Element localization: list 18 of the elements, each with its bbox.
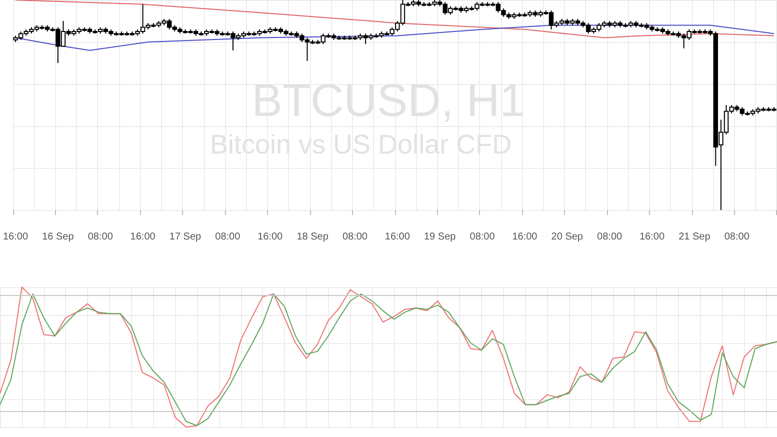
x-tick-label: 19 Sep bbox=[424, 232, 456, 242]
x-tick-label: 16:00 bbox=[512, 232, 538, 242]
x-tick-label: 08:00 bbox=[215, 232, 241, 242]
x-tick-label: 08:00 bbox=[342, 232, 368, 242]
x-tick-label: 16:00 bbox=[258, 232, 284, 242]
x-tick-label: 08:00 bbox=[597, 232, 623, 242]
x-tick-label: 20 Sep bbox=[551, 232, 584, 242]
x-tick-label: 08:00 bbox=[470, 232, 496, 242]
x-tick-label: 16:00 bbox=[384, 232, 410, 242]
x-tick-label: 16:00 bbox=[2, 232, 28, 242]
x-tick-label: 18 Sep bbox=[296, 232, 329, 242]
x-tick-label: 08:00 bbox=[88, 232, 114, 242]
x-tick-label: 21 Sep bbox=[678, 232, 711, 242]
x-tick-label: 16 Sep bbox=[42, 232, 74, 242]
x-tick-label: 08:00 bbox=[724, 232, 750, 242]
x-tick-label: 17 Sep bbox=[169, 232, 202, 242]
x-tick-label: 16:00 bbox=[130, 232, 156, 242]
x-tick-label: 16:00 bbox=[639, 232, 665, 242]
